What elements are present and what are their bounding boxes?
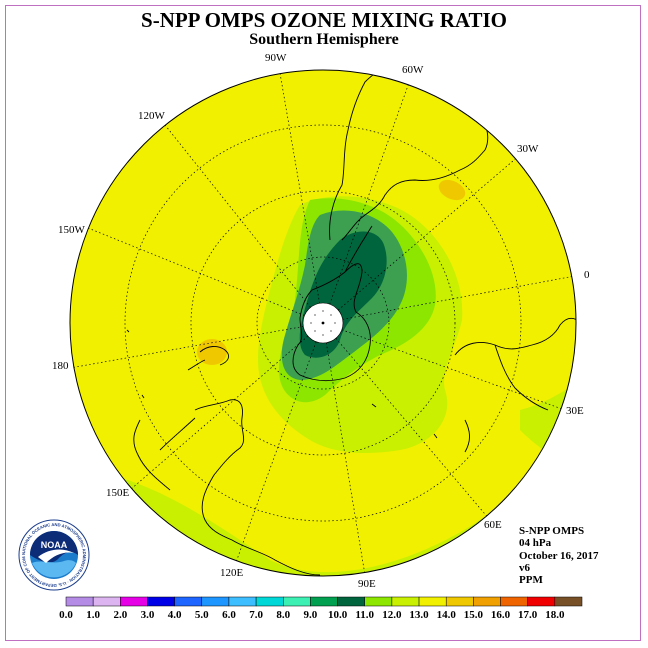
coastline-antarctic-peninsula	[344, 225, 373, 273]
coastline-islands	[126, 329, 438, 439]
lon-label-120e: 120E	[220, 567, 244, 579]
map-title: S-NPP OMPS OZONE MIXING RATIO	[141, 8, 507, 32]
lon-label-60w: 60W	[402, 64, 424, 76]
coastlines	[126, 70, 576, 576]
noaa-logo-text: NOAA	[41, 540, 68, 550]
meridians	[70, 72, 576, 576]
info-date: October 16, 2017	[519, 549, 599, 562]
lon-label-90e: 90E	[358, 578, 376, 590]
coastline-south-america	[329, 70, 489, 241]
map-subtitle: Southern Hemisphere	[249, 31, 399, 48]
info-unit: PPM	[519, 574, 543, 587]
info-version: v6	[519, 561, 530, 574]
coastline-africa	[454, 317, 576, 453]
lon-label-0: 0	[584, 269, 590, 281]
coastline-australia	[133, 399, 321, 576]
pole-dots	[310, 310, 336, 336]
lon-label-30e: 30E	[566, 405, 584, 417]
coastline-new-zealand	[187, 346, 230, 371]
plot-frame	[5, 5, 641, 641]
lon-label-90w: 90W	[265, 52, 287, 64]
lon-label-30w: 30W	[517, 143, 539, 155]
info-pressure: 04 hPa	[519, 537, 552, 550]
longitude-labels: 90W 60W 30W 0 30E 60E 90E 120E 150E 180 …	[52, 52, 590, 590]
noaa-logo: NATIONAL OCEANIC AND ATMOSPHERIC ADMINIS…	[18, 519, 90, 591]
lon-label-120w: 120W	[138, 110, 166, 122]
lon-label-150w: 150W	[58, 224, 86, 236]
latitude-circles	[124, 124, 522, 522]
lon-label-180: 180	[52, 360, 69, 372]
info-instrument: S-NPP OMPS	[519, 525, 585, 537]
lon-label-150e: 150E	[106, 487, 130, 499]
ozone-region-13ppm-pacific	[197, 339, 227, 365]
map-boundary	[69, 69, 577, 577]
ozone-region-13ppm-south-atlantic	[438, 179, 466, 201]
map-info-block: S-NPP OMPS 04 hPa October 16, 2017 v6 PP…	[519, 525, 599, 586]
coastline-antarctica	[292, 263, 371, 382]
lon-label-60e: 60E	[484, 519, 502, 531]
